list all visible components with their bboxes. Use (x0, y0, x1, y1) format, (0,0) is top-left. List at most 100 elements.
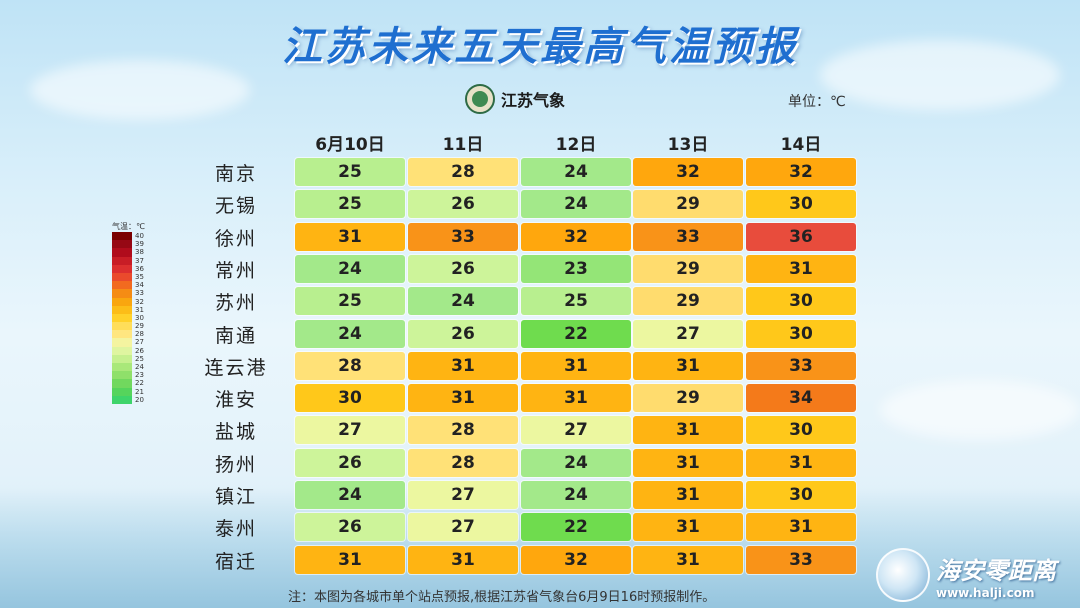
temperature-cell: 32 (633, 158, 743, 186)
temperature-cell: 31 (295, 222, 405, 251)
city-label: 徐州 (214, 227, 257, 250)
city-label: 镇江 (214, 486, 257, 508)
temperature-cell: 25 (295, 158, 405, 186)
temperature-cell: 31 (408, 545, 518, 574)
temperature-cell: 29 (633, 287, 743, 316)
watermark: 海安零距离 www.halji.com (876, 548, 1056, 602)
watermark-icon (876, 548, 930, 602)
temperature-cell: 31 (746, 448, 856, 477)
city-label: 扬州 (214, 453, 257, 476)
city-label: 盐城 (214, 421, 257, 444)
temperature-cell: 24 (295, 319, 405, 348)
city-label: 淮安 (214, 389, 257, 412)
legend-tick-label: 27 (135, 338, 144, 347)
legend-swatch (112, 232, 132, 241)
temperature-cell: 30 (746, 416, 856, 445)
column-header: 11日 (442, 135, 484, 155)
city-label: 苏州 (214, 292, 257, 315)
temperature-cell: 31 (633, 481, 743, 509)
legend-tick-label: 35 (135, 272, 144, 281)
temperature-cell: 31 (633, 448, 743, 477)
legend-swatch (112, 354, 132, 363)
temperature-cell: 25 (295, 287, 405, 316)
temperature-cell: 30 (746, 319, 856, 348)
legend-tick-label: 25 (135, 354, 144, 363)
legend-label: 气温：℃ (112, 222, 145, 231)
temperature-cell: 24 (521, 481, 631, 509)
legend-swatch (112, 305, 132, 314)
legend-swatch (112, 387, 132, 396)
temperature-cell: 26 (408, 190, 518, 219)
legend-swatch (112, 395, 132, 404)
legend-swatch (112, 256, 132, 265)
legend-tick-label: 22 (135, 379, 144, 388)
column-header: 6月10日 (315, 135, 385, 155)
legend-tick-label: 38 (135, 248, 144, 257)
legend-tick-label: 40 (135, 232, 144, 240)
temperature-cell: 31 (633, 351, 743, 380)
temperature-cell: 24 (521, 448, 631, 477)
temperature-cell: 26 (408, 254, 518, 283)
city-label: 常州 (214, 259, 257, 282)
temperature-cell: 31 (408, 351, 518, 380)
legend-swatch (112, 248, 132, 257)
temperature-cell: 31 (633, 513, 743, 542)
legend-ticks: 40 39 38 37 36 35 34 33 32 31 30 29 28 27 26 25 24 23 22 21… (135, 232, 144, 404)
legend-swatch (112, 330, 132, 339)
legend-tick-label: 26 (135, 346, 144, 355)
temperature-cell: 30 (746, 287, 856, 316)
unit-label: 单位：℃ (788, 94, 846, 110)
footnote: 注：本图为各城市单个站点预报,根据江苏省气象台6月9日16时预报制作。 (288, 590, 716, 605)
legend-tick-label: 31 (135, 305, 144, 314)
city-label: 泰州 (214, 518, 257, 541)
legend-swatch (112, 272, 132, 282)
temperature-cell: 33 (746, 545, 856, 574)
page-title: 江苏未来五天最高气温预报 (282, 24, 798, 70)
temperature-cell: 32 (746, 158, 856, 186)
legend-swatch (112, 313, 132, 323)
legend-tick-label: 24 (135, 363, 144, 371)
temperature-cell: 36 (746, 222, 856, 251)
legend-tick-label: 23 (135, 371, 144, 380)
column-header: 12日 (555, 135, 597, 155)
legend-swatch (112, 346, 132, 355)
legend-swatch (112, 363, 132, 372)
city-label: 南京 (214, 163, 257, 185)
temperature-cell: 27 (408, 513, 518, 542)
temperature-cell: 23 (521, 254, 631, 283)
legend-tick-label: 36 (135, 264, 144, 273)
column-header: 13日 (667, 135, 709, 155)
watermark-name: 海安零距离 (936, 556, 1056, 585)
emblem-icon (465, 84, 495, 114)
legend-tick-label: 21 (135, 387, 144, 396)
temperature-cell: 29 (633, 384, 743, 413)
legend-swatch (112, 338, 132, 347)
temperature-cell: 31 (633, 545, 743, 574)
legend-swatch (112, 289, 132, 298)
legend-swatch (112, 322, 132, 331)
logo-text: 江苏气象 (501, 91, 566, 110)
watermark-url: www.halji.com (936, 585, 1035, 600)
temperature-cell: 32 (521, 545, 631, 574)
city-label: 南通 (214, 324, 257, 347)
temperature-cell: 31 (521, 384, 631, 413)
temperature-cell: 25 (295, 190, 405, 219)
temperature-cell: 24 (521, 158, 631, 186)
city-label: 连云港 (204, 356, 268, 379)
temperature-cell: 26 (295, 448, 405, 477)
cloud-decoration (880, 380, 1080, 440)
temperature-cell: 27 (408, 481, 518, 509)
temperature-cell: 29 (633, 254, 743, 283)
cloud-decoration (30, 60, 250, 120)
temperature-cell: 24 (295, 254, 405, 283)
legend-swatch (112, 281, 132, 290)
cloud-decoration (820, 40, 1060, 110)
temperature-cell: 24 (408, 287, 518, 316)
temperature-cell: 28 (295, 351, 405, 380)
temperature-cell: 33 (746, 351, 856, 380)
temperature-cell: 32 (521, 222, 631, 251)
temperature-cell: 28 (408, 416, 518, 445)
legend-tick-label: 37 (135, 256, 144, 265)
city-label: 宿迁 (214, 550, 257, 573)
legend-tick-label: 34 (135, 281, 144, 290)
